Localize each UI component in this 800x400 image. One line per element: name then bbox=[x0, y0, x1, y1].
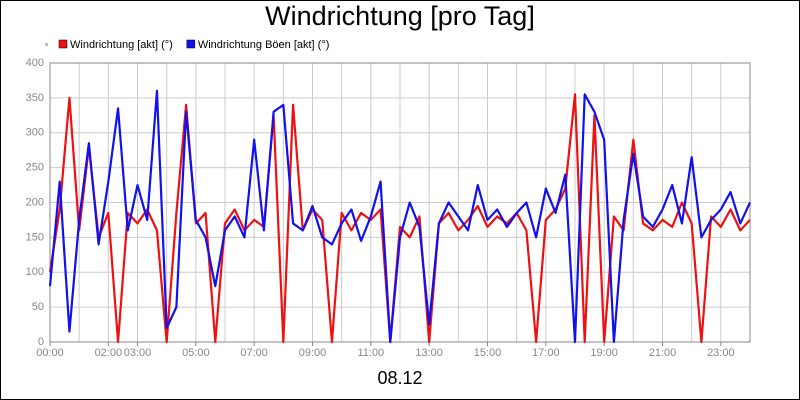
x-tick-label: 19:00 bbox=[590, 347, 618, 359]
x-tick-label: 07:00 bbox=[240, 347, 268, 359]
y-tick-label: 400 bbox=[26, 57, 44, 69]
data-line bbox=[48, 93, 751, 344]
y-tick-label: 350 bbox=[26, 92, 44, 104]
x-tick-label: 05:00 bbox=[182, 347, 210, 359]
y-tick-label: 100 bbox=[26, 266, 44, 278]
x-tick-label: 15:00 bbox=[474, 347, 502, 359]
chart-title: Windrichtung [pro Tag] bbox=[265, 1, 535, 31]
data-line bbox=[48, 89, 751, 344]
y-tick-label: 250 bbox=[26, 162, 44, 174]
y-tick-label: 0 bbox=[38, 336, 44, 348]
legend-swatch bbox=[58, 39, 68, 49]
y-tick-label: 150 bbox=[26, 231, 44, 243]
y-tick-label: 50 bbox=[32, 301, 44, 313]
y-tick-label: 200 bbox=[26, 196, 44, 208]
x-tick-label: 17:00 bbox=[532, 347, 560, 359]
y-tick-label: 300 bbox=[26, 127, 44, 139]
x-tick-label: 09:00 bbox=[299, 347, 327, 359]
x-tick-label: 00:00 bbox=[36, 347, 64, 359]
chart-subtitle: 08.12 bbox=[377, 368, 422, 388]
x-tick-label: 23:00 bbox=[707, 347, 735, 359]
x-tick-label: 02:00 bbox=[95, 347, 123, 359]
legend-label: Windrichtung [akt] (°) bbox=[70, 39, 173, 51]
legend-label: Windrichtung Böen [akt] (°) bbox=[198, 39, 330, 51]
x-tick-label: 21:00 bbox=[649, 347, 677, 359]
legend-marker bbox=[45, 43, 48, 46]
x-tick-label: 11:00 bbox=[357, 347, 384, 359]
x-tick-label: 13:00 bbox=[415, 347, 443, 359]
legend-swatch bbox=[186, 39, 196, 49]
x-tick-label: 03:00 bbox=[124, 347, 152, 359]
